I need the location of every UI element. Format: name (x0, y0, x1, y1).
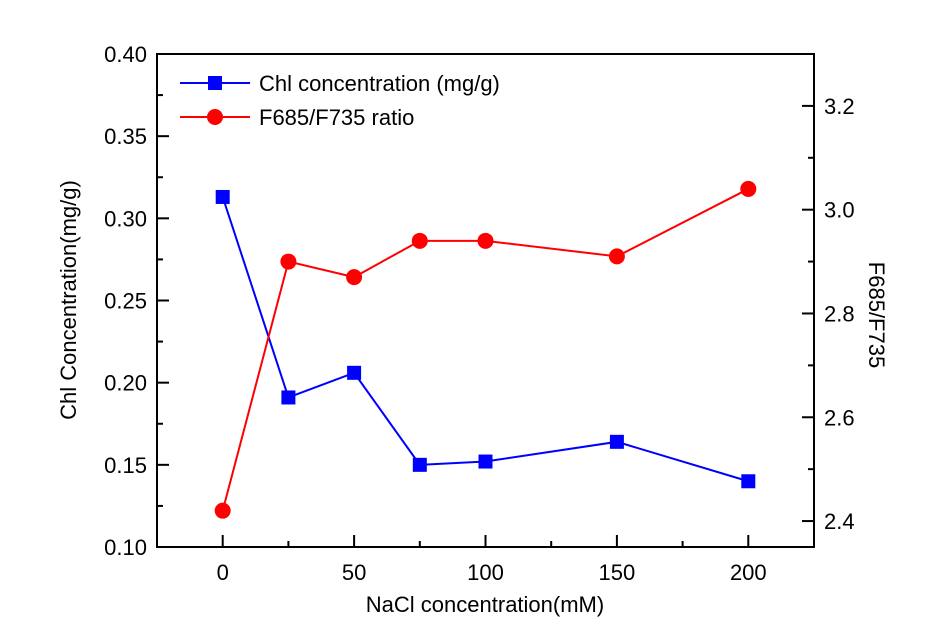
data-point-square (412, 457, 427, 472)
x-tick-label: 50 (342, 560, 366, 585)
y2-tick-label: 2.8 (824, 301, 855, 326)
y2-tick-label: 2.4 (824, 509, 855, 534)
data-point-circle (280, 253, 297, 270)
y2-tick-label: 3.0 (824, 198, 855, 223)
x-tick-label: 100 (467, 560, 504, 585)
x-axis: 0 50 100 150 200 (217, 535, 767, 585)
y-tick-label: 0.20 (104, 371, 147, 396)
y-axis-left: 0.10 0.15 0.20 0.25 0.30 0.35 0.40 (104, 42, 169, 560)
legend-marker-square (208, 76, 222, 90)
legend-label: F685/F735 ratio (259, 105, 414, 130)
y-axis-right: 2.4 2.6 2.8 3.0 3.2 (802, 94, 855, 534)
data-point-circle (608, 248, 625, 265)
legend: Chl concentration (mg/g) F685/F735 ratio (180, 71, 500, 130)
plot-border (156, 53, 815, 548)
x-tick-label: 200 (730, 560, 767, 585)
data-point-square (347, 365, 362, 380)
plot-frame (156, 53, 815, 548)
data-point-circle (214, 502, 231, 519)
y2-axis-title: F685/F735 (864, 262, 889, 368)
y2-tick-label: 2.6 (824, 405, 855, 430)
y-tick-label: 0.40 (104, 42, 147, 67)
y-axis-title: Chl Concentration(mg/g) (56, 180, 81, 420)
y-tick-label: 0.30 (104, 206, 147, 231)
y-tick-label: 0.35 (104, 124, 147, 149)
x-axis-title: NaCl concentration(mM) (366, 592, 604, 617)
data-point-circle (477, 232, 494, 249)
y-tick-label: 0.10 (104, 535, 147, 560)
data-point-circle (346, 269, 363, 286)
data-point-square (215, 189, 230, 204)
data-point-square (609, 434, 624, 449)
legend-marker-circle (207, 109, 223, 125)
data-point-square (281, 390, 296, 405)
series-layer (214, 180, 757, 519)
x-tick-label: 0 (217, 560, 229, 585)
x-tick-label: 150 (599, 560, 636, 585)
series-f685-f735-ratio (214, 180, 757, 519)
series-chl-concentration (215, 189, 756, 489)
data-point-circle (740, 180, 757, 197)
data-point-circle (411, 232, 428, 249)
y-tick-label: 0.25 (104, 289, 147, 314)
data-point-square (478, 454, 493, 469)
data-point-square (741, 474, 756, 489)
y2-tick-label: 3.2 (824, 94, 855, 119)
legend-label: Chl concentration (mg/g) (259, 71, 500, 96)
y-tick-label: 0.15 (104, 453, 147, 478)
